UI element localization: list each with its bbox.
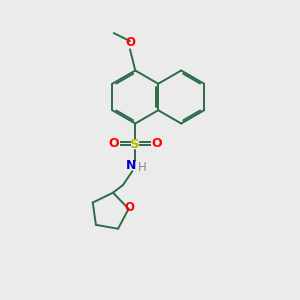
Text: O: O [124,201,134,214]
Text: S: S [130,138,140,151]
Text: H: H [138,160,147,174]
Text: O: O [109,137,119,150]
Text: O: O [151,137,162,150]
Text: O: O [125,36,135,49]
Text: N: N [126,159,136,172]
